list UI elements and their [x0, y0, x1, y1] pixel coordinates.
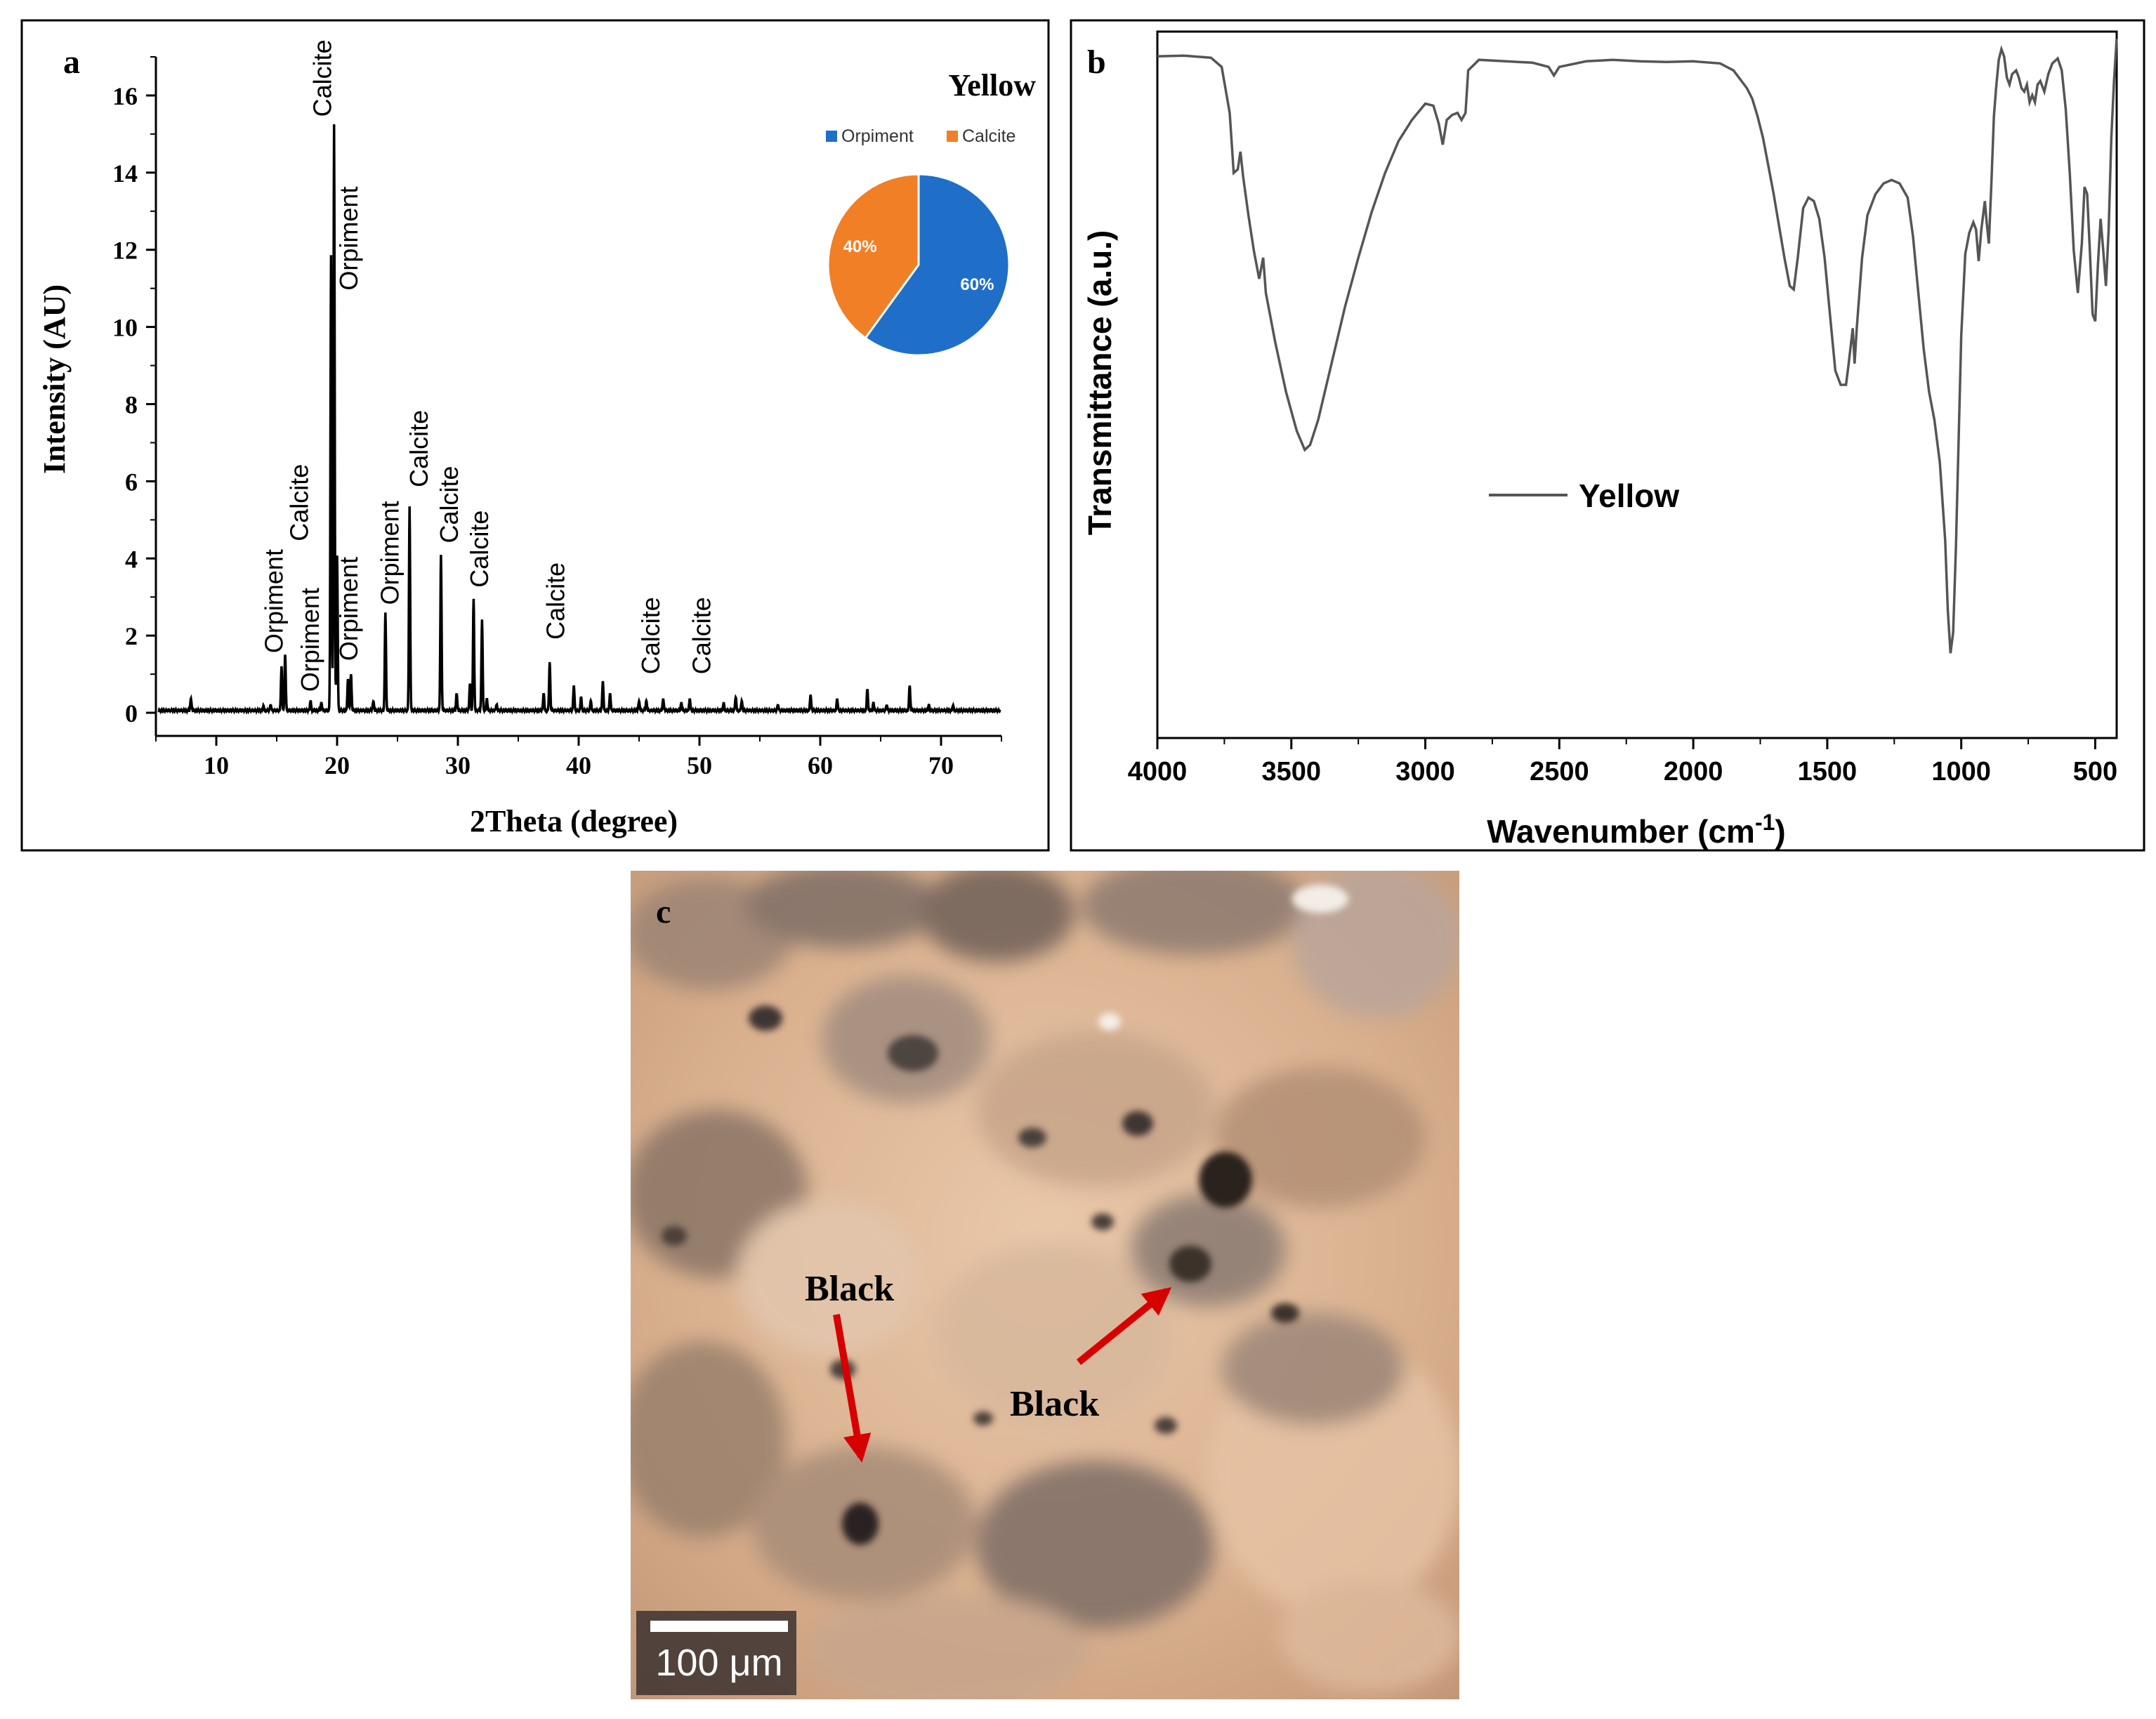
xrd-y-tick-label: 0	[125, 699, 138, 727]
xrd-x-axis-label: 2Theta (degree)	[470, 804, 678, 838]
ftir-legend-label: Yellow	[1579, 477, 1679, 514]
xrd-series-line	[157, 124, 1001, 716]
ftir-x-axis-label: Wavenumber (cm-1)	[1487, 810, 1786, 850]
xrd-peak-label: Calcite	[636, 597, 665, 674]
ftir-x-tick-label: 1500	[1798, 757, 1858, 786]
ftir-y-axis-label: Transmittance (a.u.)	[1082, 230, 1118, 536]
black-label-left: Black	[805, 1269, 894, 1309]
pie-slice-orpiment	[864, 173, 1011, 357]
xrd-annotations: OrpimentCalciteOrpimentCalciteOrpimentOr…	[260, 39, 716, 692]
xrd-y-tick-label: 4	[125, 545, 138, 573]
panel-b: b 4000 3500 3000 2500 2000 1500 1000 500 Yellow…	[1070, 19, 2145, 852]
scale-bar: 100 μm	[636, 1611, 796, 1695]
composition-pie: 60% 40%	[827, 173, 1011, 357]
xrd-y-tick-label: 2	[125, 622, 138, 650]
micrograph	[631, 871, 1459, 1699]
ftir-axes: 4000 3500 3000 2500 2000 1500 1000 500	[1128, 738, 2117, 786]
ftir-x-tick-label: 1000	[1931, 757, 1991, 786]
xrd-title: Yellow	[948, 68, 1036, 103]
xrd-peak-label: Orpiment	[296, 588, 324, 692]
panel-b-letter: b	[1087, 44, 1106, 81]
ftir-x-tick-label: 500	[2073, 757, 2117, 786]
ftir-x-tick-label: 2500	[1530, 757, 1589, 786]
panel-c-letter: c	[656, 893, 671, 930]
xrd-y-tick-label: 16	[112, 82, 138, 110]
xrd-peak-label: Calcite	[405, 410, 433, 487]
pie-slice-label: 40%	[843, 237, 877, 256]
panel-b-frame	[1070, 19, 2145, 852]
xrd-peak-label: Orpiment	[376, 501, 405, 605]
pie-slice-calcite	[827, 173, 920, 340]
pie-slice-label: 60%	[960, 275, 994, 294]
xrd-x-tick-label: 60	[808, 751, 833, 779]
ftir-x-tick-label: 3500	[1262, 757, 1322, 786]
pie-legend-swatch	[947, 131, 958, 142]
xrd-peak-label: Orpiment	[260, 549, 289, 653]
xrd-x-tick-label: 30	[445, 751, 471, 779]
xrd-peak-label: Orpiment	[334, 557, 363, 661]
xrd-x-tick-label: 70	[928, 751, 954, 779]
ftir-series-line	[1157, 38, 2118, 654]
ftir-x-tick-label: 2000	[1664, 757, 1723, 786]
arrow-left	[833, 1314, 872, 1463]
panel-c: c Black Black 100 μm	[631, 871, 1459, 1699]
arrow-right	[1076, 1286, 1172, 1365]
pie-legend-label: Orpiment	[841, 126, 914, 146]
xrd-y-tick-label: 10	[112, 314, 138, 342]
panel-a-letter: a	[63, 44, 80, 81]
xrd-peak-label: Calcite	[308, 39, 336, 117]
xrd-peak-label: Calcite	[687, 597, 716, 674]
xrd-y-axis-label: Intensity (AU)	[37, 284, 72, 474]
xrd-y-tick-label: 8	[125, 390, 138, 419]
xrd-peak-label: Orpiment	[334, 187, 363, 291]
pie-legend: Orpiment Calcite	[826, 126, 1015, 146]
black-label-right: Black	[1010, 1384, 1099, 1424]
xrd-peak-label: Calcite	[435, 466, 464, 543]
xrd-axes: 10 20 30 40 50 60 70 0 2 4 6 8 10 12 14 16	[112, 56, 1002, 779]
xrd-peak-label: Calcite	[541, 562, 570, 640]
ftir-plot-frame	[1156, 30, 2118, 739]
xrd-x-tick-label: 40	[566, 751, 591, 779]
xrd-y-tick-label: 12	[112, 237, 138, 265]
panel-a-frame	[20, 19, 1050, 852]
scale-bar-label: 100 μm	[655, 1642, 782, 1684]
ftir-x-tick-label: 4000	[1128, 757, 1188, 786]
ftir-x-tick-label: 3000	[1395, 757, 1455, 786]
xrd-x-tick-label: 20	[324, 751, 350, 779]
pie-legend-label: Calcite	[962, 126, 1015, 146]
xrd-x-tick-label: 50	[687, 751, 712, 779]
xrd-y-tick-label: 6	[125, 468, 138, 496]
xrd-peak-label: Calcite	[465, 511, 494, 588]
xrd-peak-label: Calcite	[285, 464, 314, 541]
xrd-x-tick-label: 10	[204, 751, 229, 779]
pie-legend-swatch	[826, 131, 837, 142]
scale-bar-line	[650, 1621, 788, 1632]
xrd-y-tick-label: 14	[112, 159, 138, 187]
